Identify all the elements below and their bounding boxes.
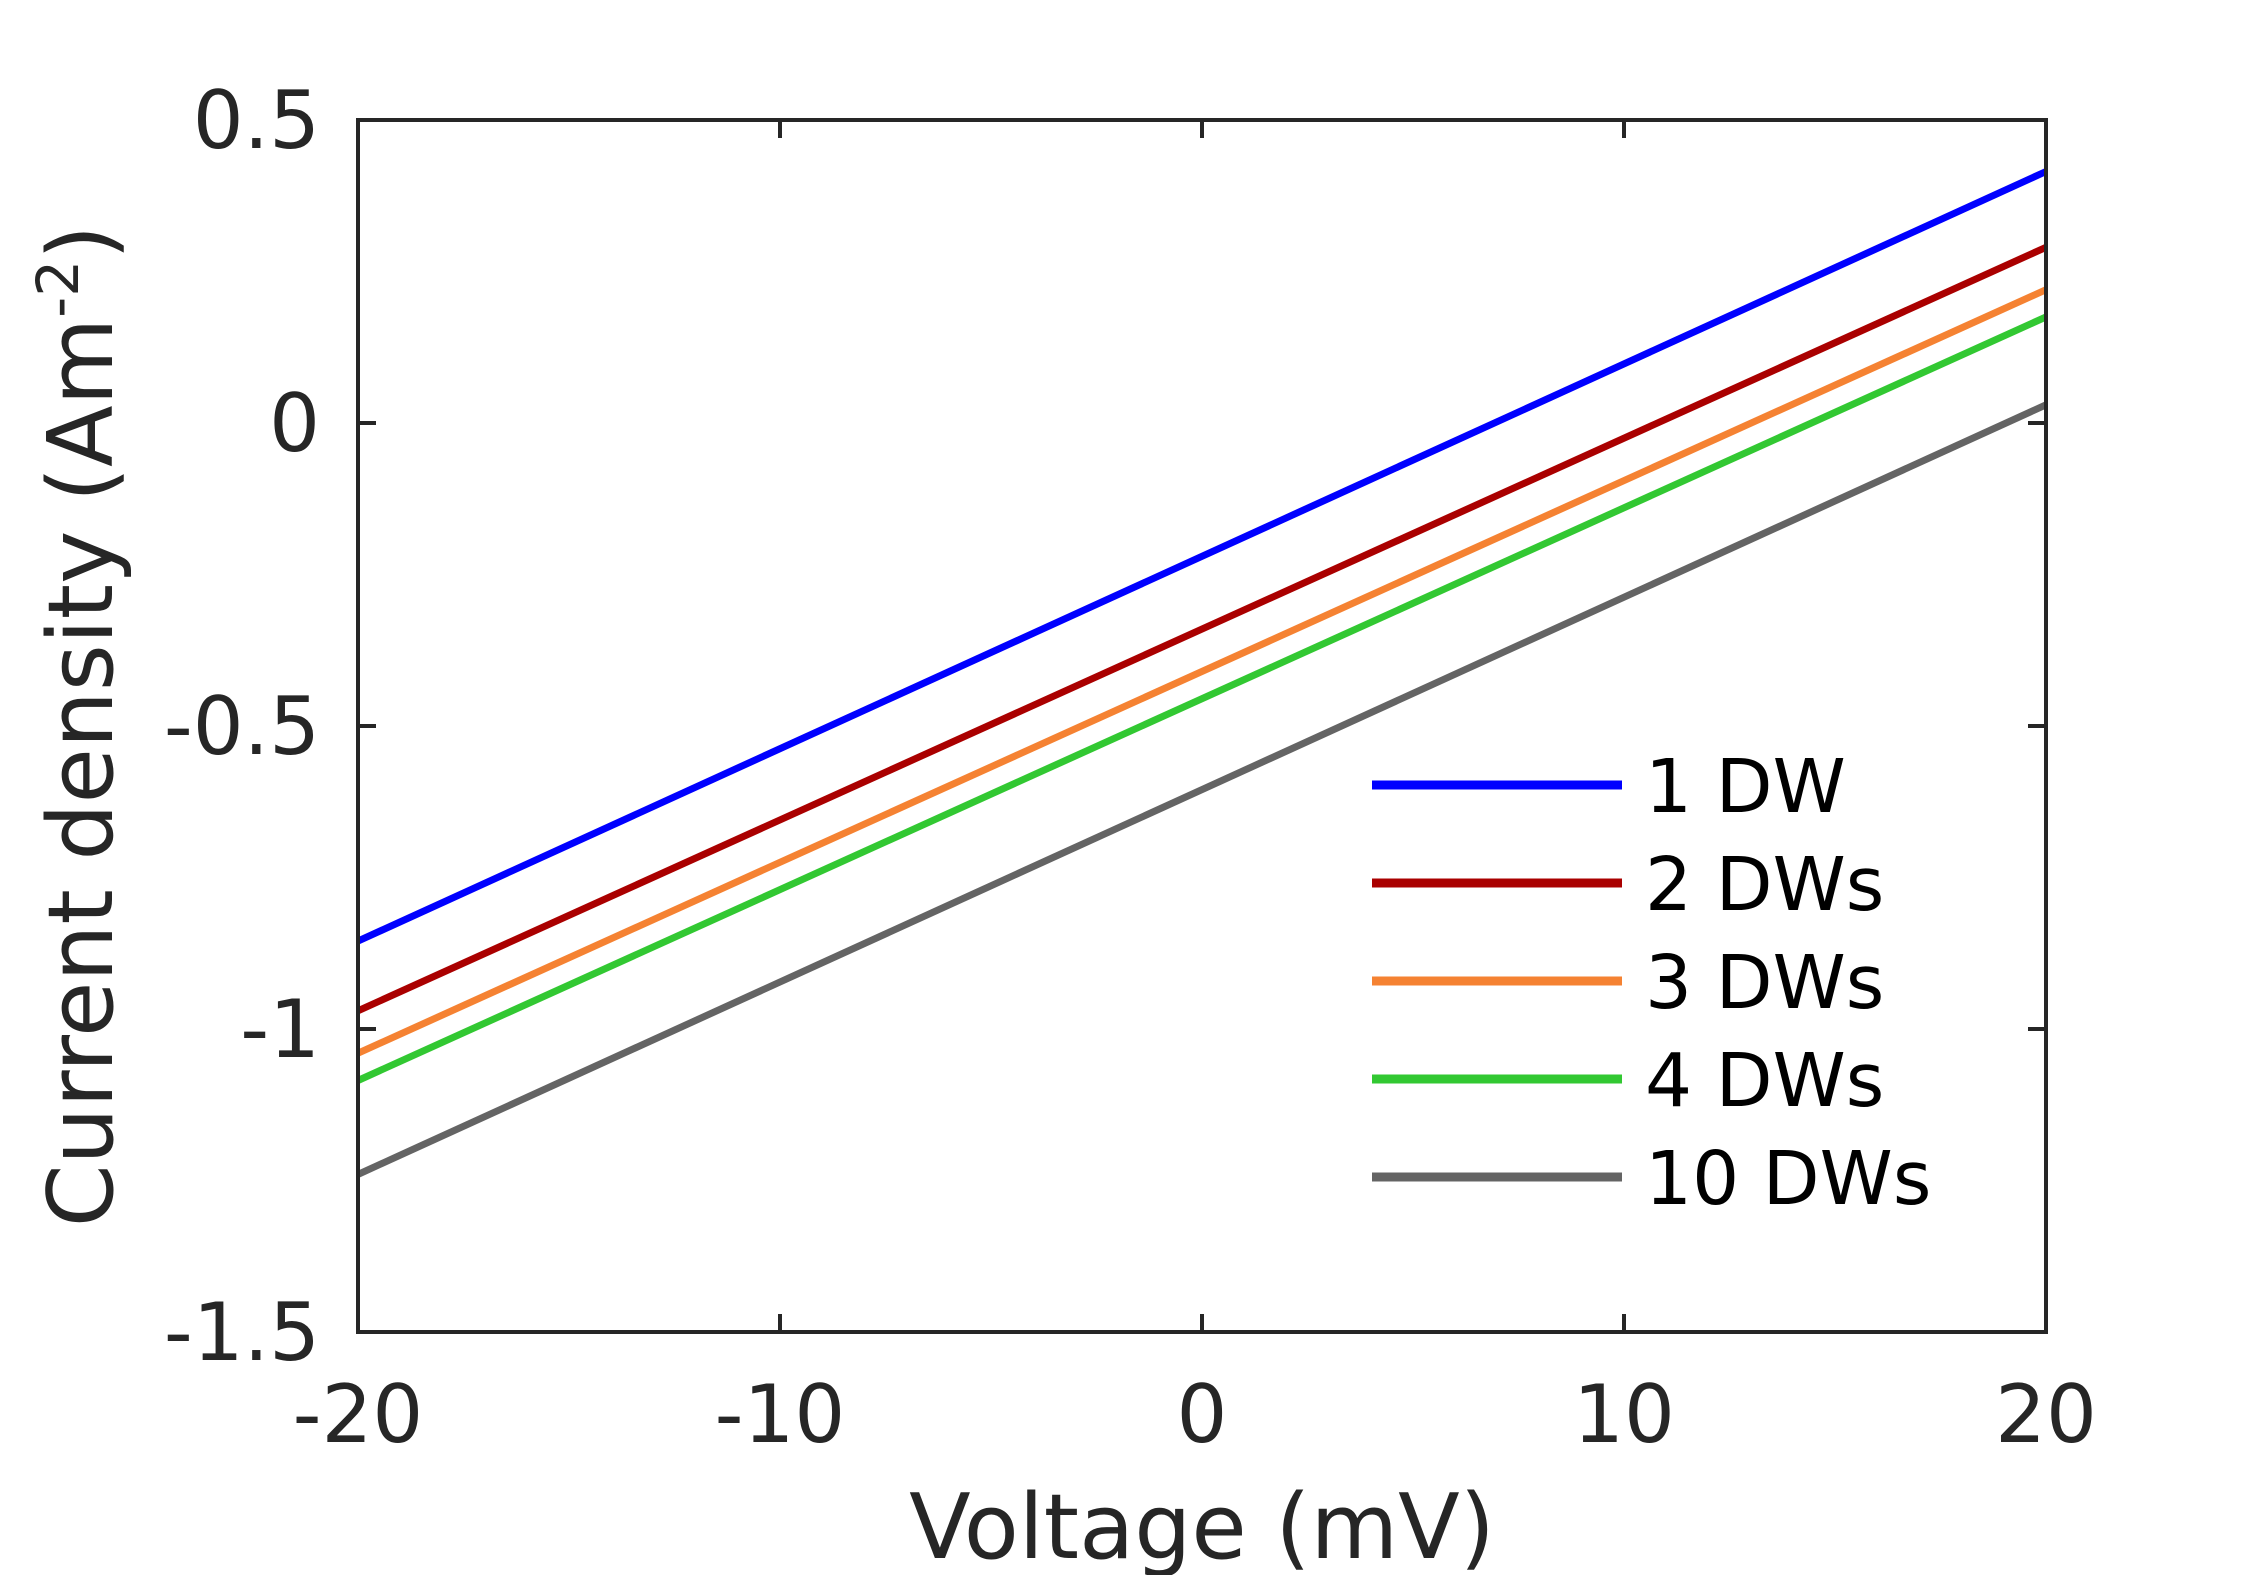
y-tick-label: -1 [240,983,320,1076]
series-layer [356,168,2048,1178]
series-line-2 [356,244,2048,1014]
x-tick-label: -20 [293,1368,424,1461]
legend-label-3: 3 DWs [1645,940,1884,1026]
legend-label-2: 2 DWs [1645,842,1884,928]
x-tick-label: 20 [1995,1368,2097,1461]
x-tick-label: -10 [715,1368,846,1461]
y-axis-title: Current density (Am-2) [24,225,134,1228]
y-tick-label: -0.5 [164,680,320,773]
y-tick-labels: -1.5 -1 -0.5 0 0.5 [164,74,320,1379]
legend: 1 DW 2 DWs 3 DWs 4 DWs 10 DWs [1372,744,1931,1222]
x-axis-title: Voltage (mV) [909,1475,1495,1575]
series-line-3 [356,286,2048,1057]
y-tick-label: -1.5 [164,1286,320,1379]
y-axis-title-close: ) [29,225,134,260]
series-line-1 [356,168,2048,945]
legend-label-4: 4 DWs [1645,1038,1884,1124]
x-tick-label: 0 [1177,1368,1228,1461]
ticks-layer [356,118,2048,1334]
x-tick-label: 10 [1573,1368,1675,1461]
y-axis-title-exponent: -2 [24,260,92,318]
y-tick-label: 0.5 [193,74,320,167]
legend-label-5: 10 DWs [1645,1136,1931,1222]
series-line-4 [356,313,2048,1084]
series-line-5 [356,401,2048,1178]
x-tick-labels: -20 -10 0 10 20 [293,1368,2097,1461]
legend-label-1: 1 DW [1645,744,1846,830]
y-axis-title-main: Current density (Am [29,318,134,1228]
y-tick-label: 0 [269,377,320,470]
